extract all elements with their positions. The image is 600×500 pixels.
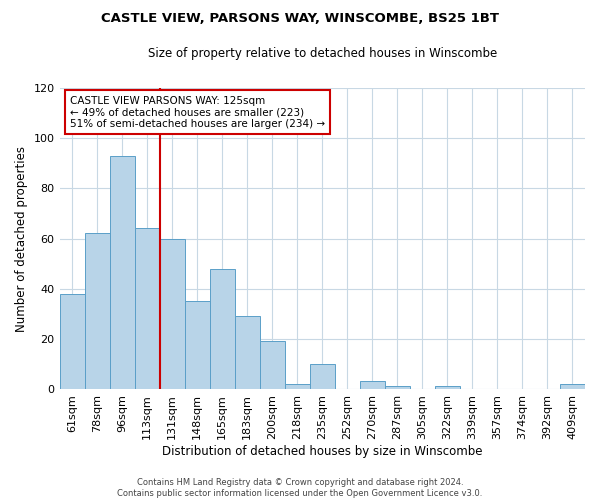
Text: CASTLE VIEW PARSONS WAY: 125sqm
← 49% of detached houses are smaller (223)
51% o: CASTLE VIEW PARSONS WAY: 125sqm ← 49% of… (70, 96, 325, 129)
Bar (260, 342, 285, 389)
Bar (185, 301, 209, 389)
Bar (160, 238, 185, 389)
Bar (560, 384, 585, 389)
Bar (310, 364, 335, 389)
Bar (134, 228, 160, 389)
Bar (360, 382, 385, 389)
Title: Size of property relative to detached houses in Winscombe: Size of property relative to detached ho… (148, 48, 497, 60)
Bar (435, 386, 460, 389)
Bar (235, 316, 260, 389)
Bar (385, 386, 410, 389)
Bar (285, 384, 310, 389)
Text: Contains HM Land Registry data © Crown copyright and database right 2024.
Contai: Contains HM Land Registry data © Crown c… (118, 478, 482, 498)
X-axis label: Distribution of detached houses by size in Winscombe: Distribution of detached houses by size … (162, 444, 482, 458)
Bar (110, 156, 134, 389)
Text: CASTLE VIEW, PARSONS WAY, WINSCOMBE, BS25 1BT: CASTLE VIEW, PARSONS WAY, WINSCOMBE, BS2… (101, 12, 499, 26)
Bar (59, 294, 85, 389)
Bar (85, 234, 110, 389)
Bar (209, 268, 235, 389)
Y-axis label: Number of detached properties: Number of detached properties (15, 146, 28, 332)
